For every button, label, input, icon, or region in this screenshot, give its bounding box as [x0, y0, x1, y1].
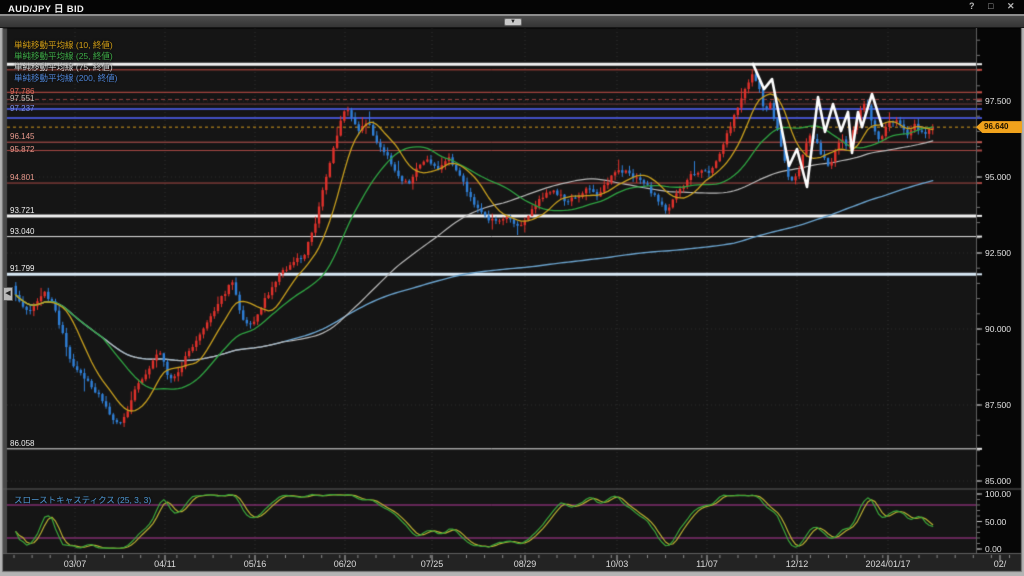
x-axis-label-2024/01/17: 2024/01/17	[865, 559, 911, 569]
close-button[interactable]: ✕	[1007, 1, 1015, 11]
price-axis-tick-97.500: 97.500	[985, 96, 1011, 106]
x-axis-label-10/03: 10/03	[605, 559, 629, 569]
x-axis-label-08/29: 08/29	[513, 559, 537, 569]
price-line-label-91.799: 91.799	[10, 264, 35, 274]
help-button[interactable]: ?	[969, 1, 975, 11]
stochastic-indicator-label[interactable]: スローストキャスティクス (25, 3, 3)	[14, 495, 152, 505]
scroll-left-button[interactable]: ◀	[3, 287, 13, 301]
price-axis-tick-92.500: 92.500	[985, 248, 1011, 258]
current-price-value: 96.640	[984, 122, 1009, 132]
price-line-label-97.551: 97.551	[10, 94, 35, 104]
price-line-label-93.721: 93.721	[10, 205, 35, 215]
price-axis-tick-85.000: 85.000	[985, 476, 1011, 486]
window-title: AUD/JPY 日 BID	[8, 4, 85, 15]
collapse-panel-button[interactable]: ▼	[504, 18, 522, 26]
price-axis-tick-87.500: 87.500	[985, 400, 1011, 410]
stoch-axis-tick-100.00: 100.00	[985, 489, 1011, 499]
x-axis-label-07/25: 07/25	[420, 559, 444, 569]
x-axis-label-03/07: 03/07	[63, 559, 87, 569]
legend-sma-10[interactable]: 単純移動平均線 (10, 終値)	[14, 40, 113, 50]
price-axis-tick-90.000: 90.000	[985, 324, 1011, 334]
legend-sma-75[interactable]: 単純移動平均線 (75, 終値)	[14, 62, 113, 72]
price-line-label-96.145: 96.145	[10, 132, 35, 142]
stoch-axis-tick-50.00: 50.00	[985, 516, 1007, 527]
maximize-button[interactable]: □	[988, 1, 994, 11]
price-line-label-93.040: 93.040	[10, 226, 35, 236]
price-line-label-97.237: 97.237	[10, 103, 35, 113]
price-line-label-97.786: 97.786	[10, 87, 35, 97]
x-axis-label-04/11: 04/11	[154, 559, 176, 569]
price-line-label-95.872: 95.872	[10, 145, 35, 155]
stoch-axis-tick-0.00: 0.00	[985, 544, 1002, 554]
price-axis-tick-95.000: 95.000	[985, 172, 1011, 182]
title-bar[interactable]: AUD/JPY 日 BID	[0, 0, 1024, 15]
titlebar-divider	[0, 14, 1024, 16]
x-axis-label-05/16: 05/16	[243, 559, 267, 569]
legend-sma-25[interactable]: 単純移動平均線 (25, 終値)	[14, 51, 113, 61]
price-line-label-86.058: 86.058	[10, 438, 35, 448]
x-axis-label-12/12: 12/12	[785, 559, 809, 569]
price-line-label-94.801: 94.801	[10, 173, 35, 183]
x-axis-label-02/: 02/	[993, 559, 1007, 569]
current-price-badge: 96.640	[976, 121, 1022, 134]
legend-sma-200[interactable]: 単純移動平均線 (200, 終値)	[14, 73, 118, 83]
x-axis-label-11/07: 11/07	[696, 559, 718, 569]
x-axis-label-06/20: 06/20	[333, 559, 357, 569]
